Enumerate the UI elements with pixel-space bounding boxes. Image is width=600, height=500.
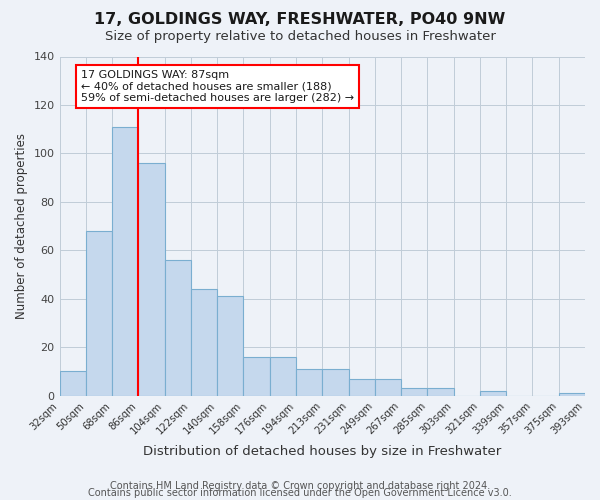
Text: Contains HM Land Registry data © Crown copyright and database right 2024.: Contains HM Land Registry data © Crown c…	[110, 481, 490, 491]
Text: 17, GOLDINGS WAY, FRESHWATER, PO40 9NW: 17, GOLDINGS WAY, FRESHWATER, PO40 9NW	[94, 12, 506, 28]
Bar	[139, 163, 164, 396]
Bar	[296, 369, 322, 396]
Bar	[322, 369, 349, 396]
Bar	[349, 378, 375, 396]
Text: Size of property relative to detached houses in Freshwater: Size of property relative to detached ho…	[104, 30, 496, 43]
Bar	[244, 357, 270, 396]
Bar	[480, 391, 506, 396]
Bar	[86, 231, 112, 396]
Bar	[559, 394, 585, 396]
Bar	[270, 357, 296, 396]
Bar	[375, 378, 401, 396]
Bar	[427, 388, 454, 396]
Bar	[164, 260, 191, 396]
X-axis label: Distribution of detached houses by size in Freshwater: Distribution of detached houses by size …	[143, 444, 502, 458]
Text: 17 GOLDINGS WAY: 87sqm
← 40% of detached houses are smaller (188)
59% of semi-de: 17 GOLDINGS WAY: 87sqm ← 40% of detached…	[80, 70, 353, 103]
Bar	[401, 388, 427, 396]
Text: Contains public sector information licensed under the Open Government Licence v3: Contains public sector information licen…	[88, 488, 512, 498]
Bar	[112, 127, 139, 396]
Bar	[217, 296, 244, 396]
Y-axis label: Number of detached properties: Number of detached properties	[15, 133, 28, 319]
Bar	[59, 372, 86, 396]
Bar	[191, 289, 217, 396]
